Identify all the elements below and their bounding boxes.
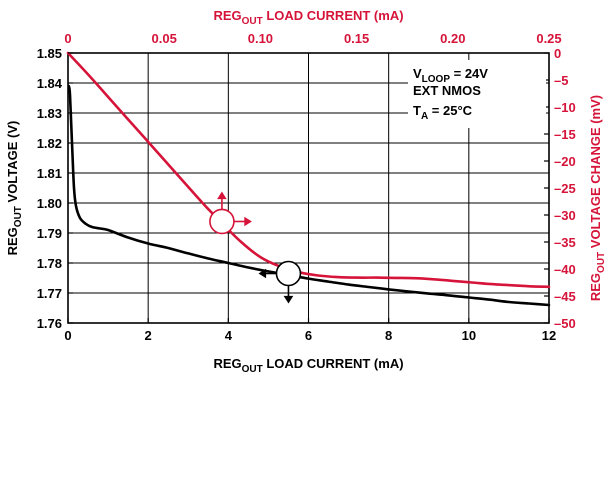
annotation-ta: TA = 25°C	[413, 103, 473, 122]
y-left-axis-title: REGOUT VOLTAGE (V)	[5, 121, 24, 256]
annotation-vloop: VLOOP = 24V	[413, 66, 488, 85]
y-left-tick-label: 1.83	[37, 106, 62, 121]
y-right-tick-label: –15	[554, 127, 576, 142]
black-series-axis-marker	[275, 260, 302, 287]
annotation-background	[408, 60, 546, 128]
x-bottom-tick-label: 8	[385, 328, 392, 343]
x-top-tick-label: 0.20	[440, 31, 465, 46]
y-right-tick-label: 0	[554, 46, 561, 61]
y-left-tick-label: 1.80	[37, 196, 62, 211]
y-right-tick-label: –5	[554, 73, 568, 88]
y-left-tick-label: 1.82	[37, 136, 62, 151]
black-series-axis-marker-arrow-head	[283, 295, 294, 304]
annotation-ext-nmos: EXT NMOS	[413, 83, 481, 98]
y-right-tick-label: –10	[554, 100, 576, 115]
x-bottom-tick-label: 12	[542, 328, 556, 343]
x-bottom-tick-label: 0	[64, 328, 71, 343]
series-line-voltage	[67, 84, 551, 307]
red-series-axis-marker	[209, 208, 235, 235]
series-markers	[209, 191, 302, 304]
y-right-tick-label: –40	[554, 262, 576, 277]
y-right-tick-label: –30	[554, 208, 576, 223]
y-right-tick-label: –25	[554, 181, 576, 196]
y-right-tick-label: –45	[554, 289, 576, 304]
y-left-tick-label: 1.84	[37, 76, 63, 91]
y-right-tick-label: –20	[554, 154, 576, 169]
x-bottom-tick-label: 6	[305, 328, 312, 343]
x-top-tick-label: 0.25	[536, 31, 561, 46]
x-bottom-tick-label: 2	[145, 328, 152, 343]
series-layer	[66, 51, 551, 307]
y-right-tick-label: –35	[554, 235, 576, 250]
y-left-tick-label: 1.79	[37, 226, 62, 241]
y-left-tick-label: 1.85	[37, 46, 62, 61]
x-top-axis-title: REGOUT LOAD CURRENT (mA)	[213, 8, 403, 27]
x-bottom-tick-label: 10	[462, 328, 476, 343]
y-right-axis-title: REGOUT VOLTAGE CHANGE (mV)	[588, 95, 607, 301]
x-bottom-tick-label: 4	[225, 328, 233, 343]
y-left-tick-label: 1.76	[37, 316, 62, 331]
series-line-voltage-change	[66, 51, 551, 289]
y-right-tick-label: –50	[554, 316, 576, 331]
y-left-tick-label: 1.77	[37, 286, 62, 301]
red-series-axis-marker-arrow-head	[217, 191, 227, 200]
x-top-tick-label: 0.15	[344, 31, 369, 46]
black-series-axis-marker-arrow-head	[258, 268, 267, 279]
x-top-tick-label: 0.10	[248, 31, 273, 46]
x-top-tick-label: 0.05	[152, 31, 177, 46]
x-top-tick-label: 0	[64, 31, 71, 46]
tick-labels: 0 2 4 6 8 10 12 0 0.05 0.10 0.15 0.20 0.25 1.76 1.77 1.…	[37, 31, 576, 343]
red-series-axis-marker-arrow-head	[244, 216, 252, 227]
x-bottom-axis-title: REGOUT LOAD CURRENT (mA)	[213, 356, 403, 375]
y-left-tick-label: 1.81	[37, 166, 62, 181]
y-left-tick-label: 1.78	[37, 256, 62, 271]
